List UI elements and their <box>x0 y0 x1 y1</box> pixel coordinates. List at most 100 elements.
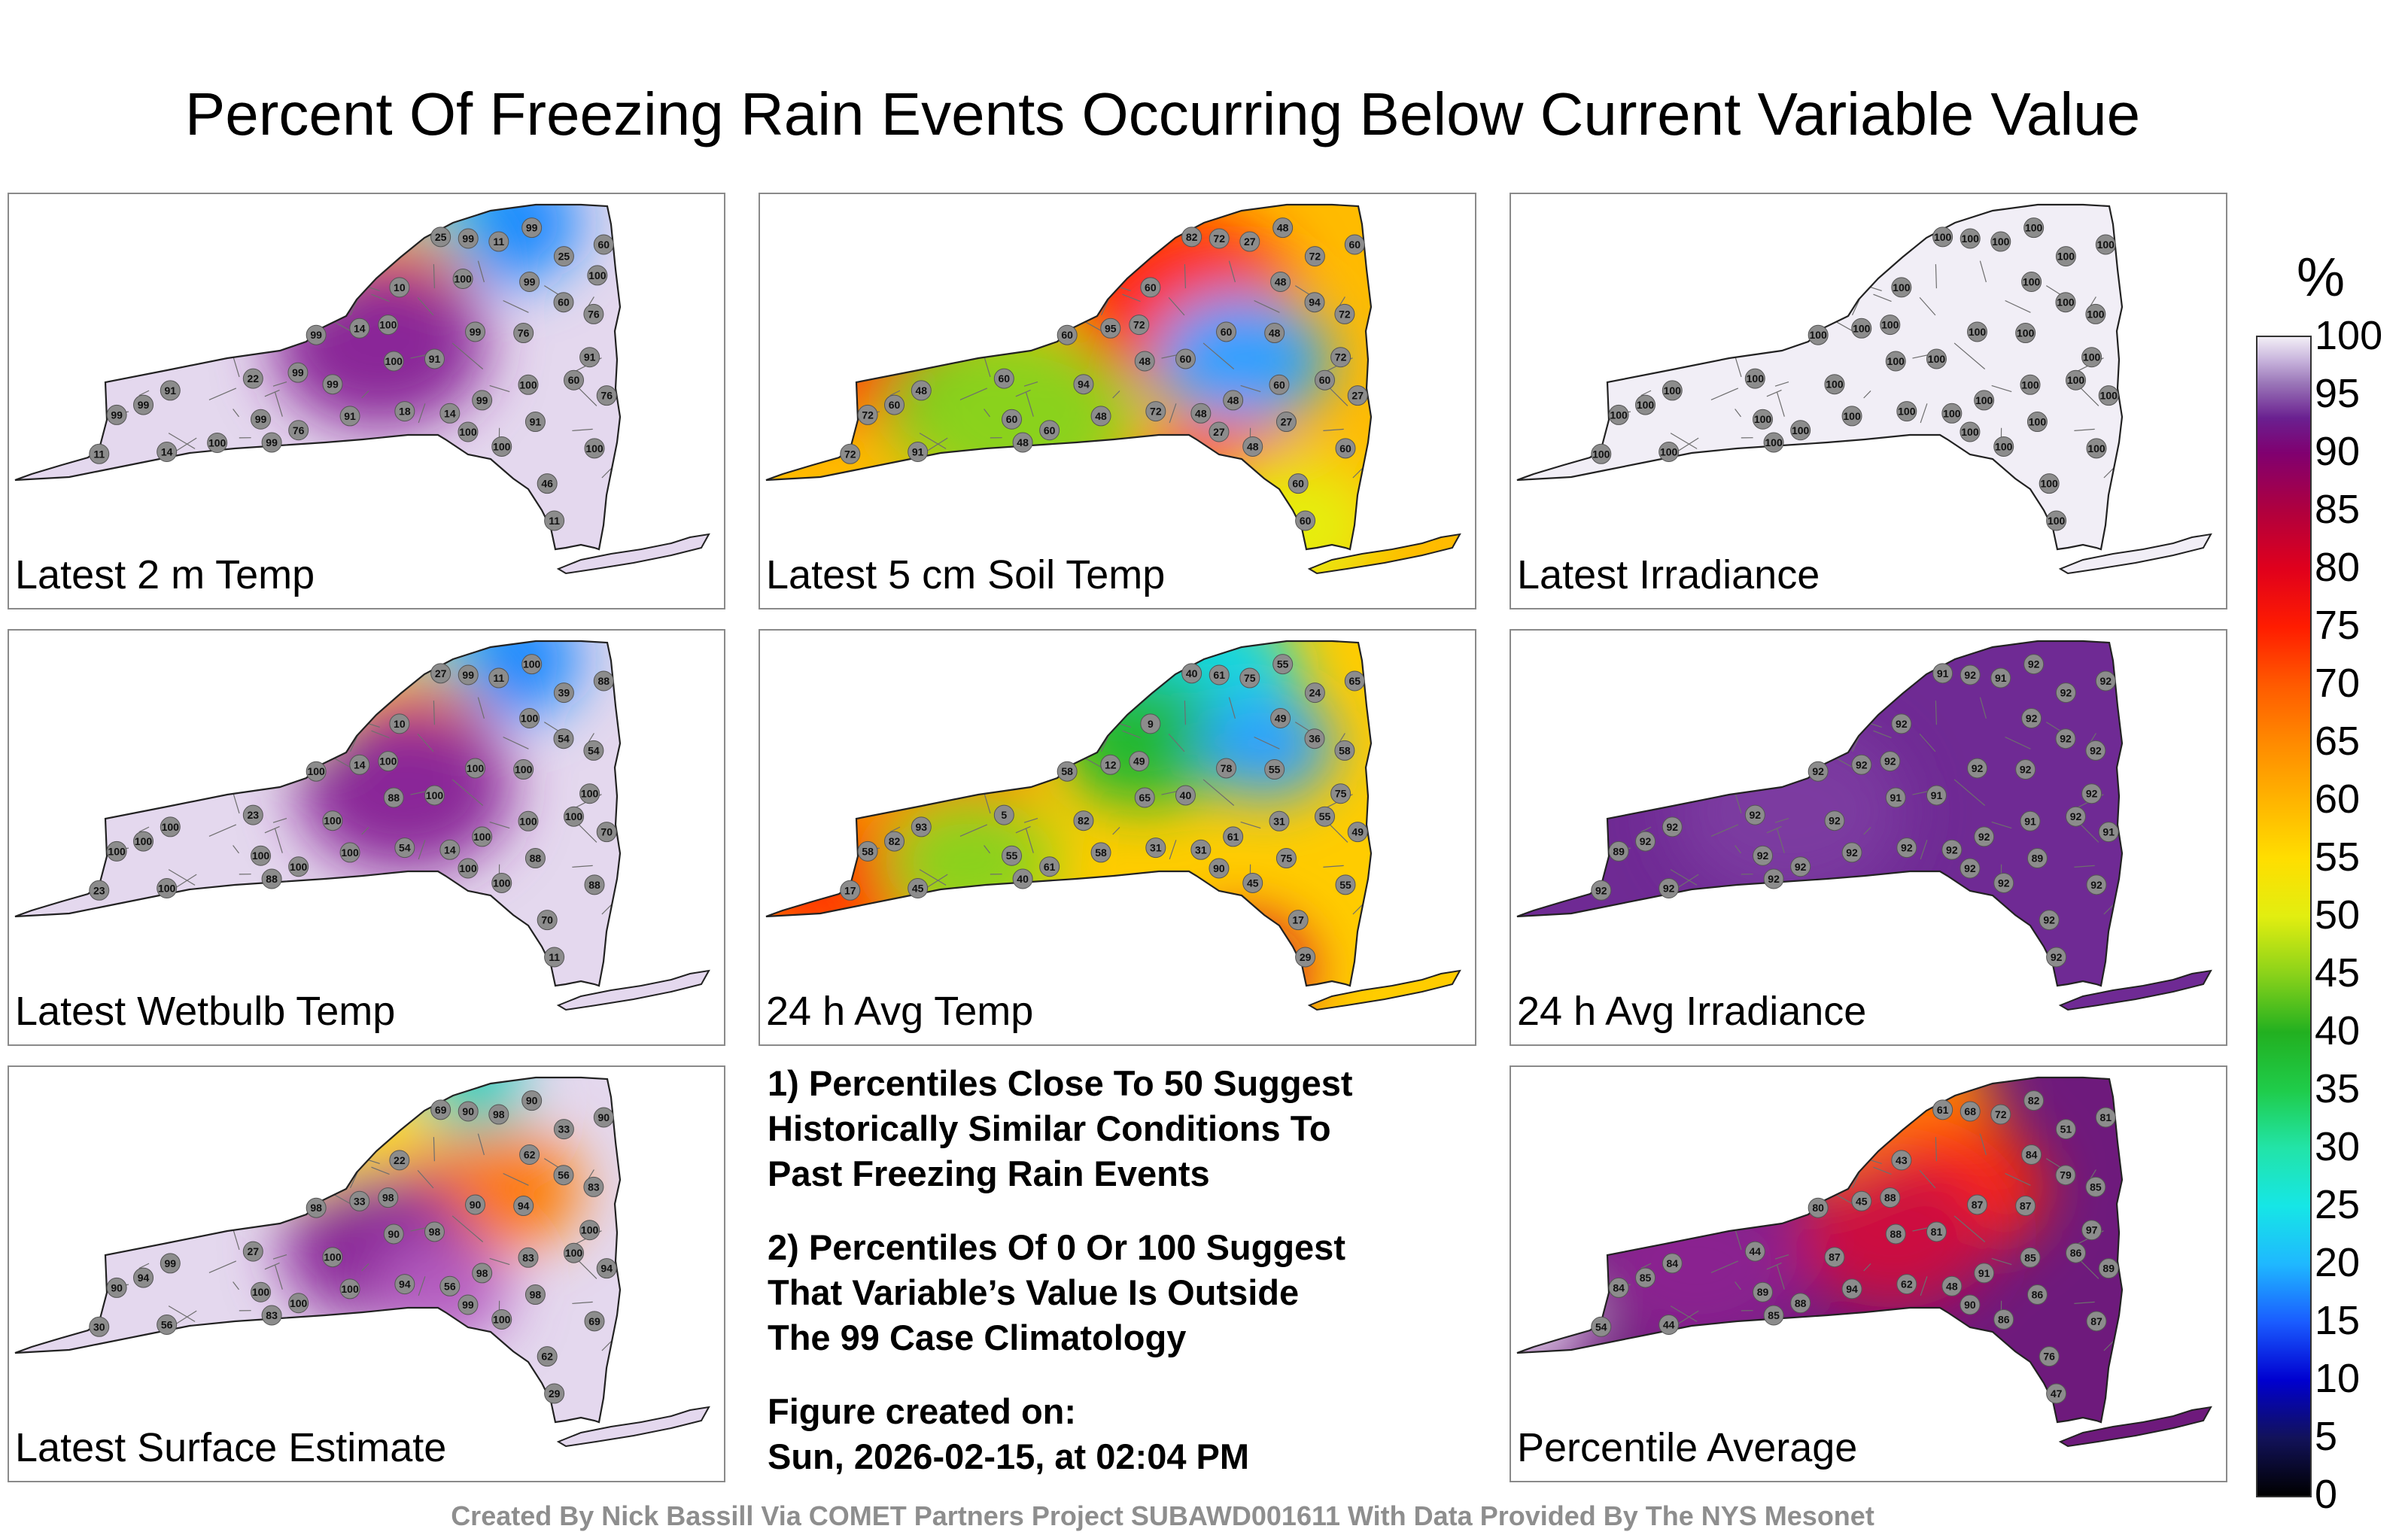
station-marker <box>1209 664 1230 685</box>
field-blob <box>1172 917 1310 1010</box>
station-value: 100 <box>519 815 537 827</box>
station-value: 99 <box>138 399 150 411</box>
station-marker <box>518 1247 539 1268</box>
map-field <box>1517 641 2211 1010</box>
station-value: 23 <box>93 884 105 896</box>
station-value: 72 <box>1309 251 1321 263</box>
station-value: 48 <box>1247 440 1259 452</box>
station-value: 99 <box>111 409 123 421</box>
station-value: 100 <box>379 755 397 768</box>
station-marker <box>389 277 410 298</box>
station-marker <box>2020 374 2041 395</box>
station-marker <box>2081 1220 2102 1241</box>
station-value: 100 <box>2048 515 2066 527</box>
station-value: 92 <box>1856 758 1868 771</box>
station-marker <box>2055 728 2076 749</box>
station-value: 92 <box>2028 658 2040 670</box>
station-marker <box>521 654 543 675</box>
station-value: 99 <box>310 329 322 341</box>
station-marker <box>1974 390 1995 411</box>
station-marker <box>1140 277 1161 298</box>
station-value: 100 <box>2067 374 2085 386</box>
station-marker <box>518 810 539 831</box>
station-value: 90 <box>470 1199 482 1211</box>
station-marker <box>251 409 272 430</box>
station-marker <box>521 217 543 239</box>
station-marker <box>2085 303 2106 324</box>
station-marker <box>322 1247 343 1268</box>
panel-label: Latest Irradiance <box>1517 552 1820 597</box>
station-value: 91 <box>1978 1267 1990 1279</box>
station-value: 75 <box>1335 788 1347 800</box>
station-value: 56 <box>161 1318 173 1330</box>
station-marker <box>1304 728 1325 749</box>
station-marker <box>2085 740 2106 761</box>
colorbar-tick: 50 <box>2315 892 2361 938</box>
station-value: 82 <box>2028 1095 2040 1107</box>
station-value: 60 <box>1145 281 1157 293</box>
station-marker <box>2086 438 2107 459</box>
station-marker <box>1239 667 1260 688</box>
station-marker <box>465 758 486 779</box>
station-value: 60 <box>1292 478 1304 490</box>
station-value: 86 <box>2070 1247 2082 1259</box>
station-marker <box>1181 663 1202 684</box>
station-marker <box>465 321 486 342</box>
field-blob <box>1671 721 1906 901</box>
colorbar <box>2256 336 2312 1497</box>
station-marker <box>519 272 540 293</box>
station-value: 79 <box>2060 1169 2072 1181</box>
stations: 47 51 44 43 54 45 48 62 79 61 44 76 85 84 81 72 68 87 85 89… <box>1591 1090 2119 1404</box>
station-value: 72 <box>1995 1108 2007 1120</box>
station-value: 92 <box>2090 744 2102 756</box>
map-field <box>766 641 1460 1010</box>
station-value: 92 <box>2099 675 2112 687</box>
station-marker <box>1242 872 1263 893</box>
station-value: 90 <box>388 1228 400 1240</box>
colorbar-tick: 100 <box>2315 313 2383 358</box>
station-marker <box>1808 324 1829 345</box>
station-value: 60 <box>1339 442 1351 454</box>
station-value: 92 <box>1964 862 1976 874</box>
station-marker <box>1223 390 1244 411</box>
station-value: 30 <box>93 1321 105 1333</box>
station-marker <box>1039 856 1060 877</box>
long-island-outline <box>1307 533 1461 575</box>
station-marker <box>2081 347 2102 368</box>
station-value: 91 <box>912 445 924 457</box>
station-marker <box>583 740 604 761</box>
station-value: 60 <box>1319 374 1331 386</box>
panel-latest-5cm-soil-temp: 60 72 60 60 72 95 48 72 94 82 91 60 72 48 60 27 72 60 48 27… <box>759 193 1476 609</box>
station-marker <box>251 845 272 866</box>
station-marker <box>2098 385 2119 406</box>
station-marker <box>1223 826 1244 847</box>
station-value: 92 <box>1964 669 1976 681</box>
colorbar-tick: 85 <box>2315 487 2361 532</box>
station-value: 40 <box>1180 789 1192 801</box>
station-marker <box>306 324 327 345</box>
station-marker <box>544 510 565 531</box>
field-base <box>1517 205 2211 573</box>
station-value: 92 <box>2060 687 2072 699</box>
station-value: 97 <box>2086 1224 2098 1236</box>
station-value: 91 <box>344 410 356 422</box>
station-marker <box>1129 751 1150 772</box>
long-island-outline <box>2058 969 2212 1011</box>
station-marker <box>2021 1144 2042 1166</box>
station-value: 100 <box>1610 409 1628 421</box>
station-marker <box>322 810 343 831</box>
long-island-outline <box>556 533 710 575</box>
colorbar-tick: 60 <box>2315 777 2361 822</box>
station-marker <box>424 348 445 369</box>
station-marker <box>2023 654 2045 675</box>
station-value: 60 <box>1300 515 1312 527</box>
station-value: 27 <box>248 1245 260 1257</box>
station-marker <box>306 761 327 782</box>
station-value: 11 <box>549 951 560 963</box>
colorbar-tick: 40 <box>2315 1008 2361 1053</box>
station-value: 94 <box>600 1263 613 1275</box>
station-value: 46 <box>541 478 553 490</box>
station-value: 60 <box>1006 413 1018 425</box>
station-marker <box>1304 682 1325 704</box>
station-marker <box>553 246 574 267</box>
